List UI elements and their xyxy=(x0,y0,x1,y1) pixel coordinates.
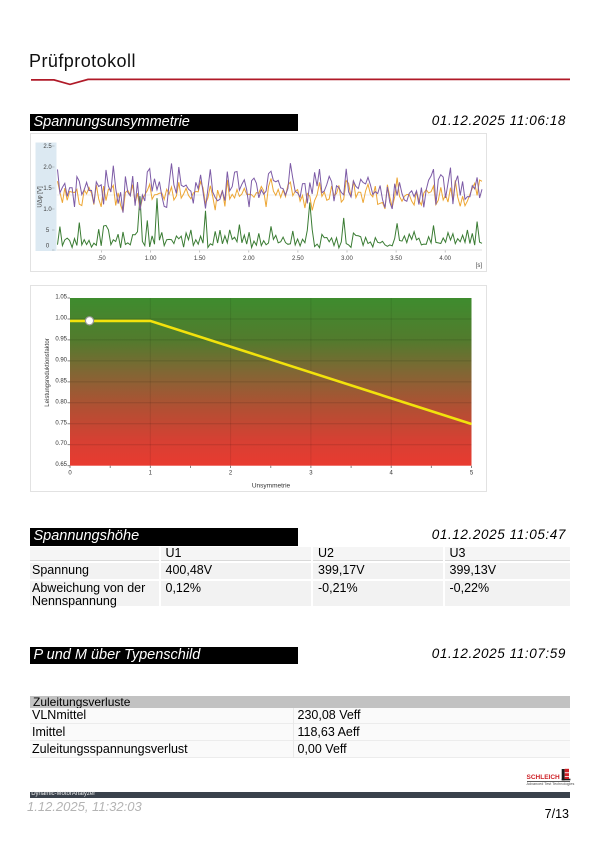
svg-text:0.65: 0.65 xyxy=(55,462,67,468)
svg-text:1.5: 1.5 xyxy=(43,186,52,192)
svg-text:2.50: 2.50 xyxy=(292,256,304,262)
svg-text:3: 3 xyxy=(309,471,313,477)
svg-text:5: 5 xyxy=(46,228,50,234)
svg-text:2: 2 xyxy=(229,471,233,477)
svg-text:Unsymmetrie: Unsymmetrie xyxy=(252,483,291,490)
svg-text:0.90: 0.90 xyxy=(55,357,67,363)
svg-text:1.50: 1.50 xyxy=(194,256,206,262)
svg-text:1.05: 1.05 xyxy=(55,295,67,301)
svg-text:Leistungsreduktionsfaktor: Leistungsreduktionsfaktor xyxy=(45,338,51,406)
svg-text:2.0: 2.0 xyxy=(43,165,52,171)
svg-text:3.50: 3.50 xyxy=(390,256,402,262)
svg-text:1.00: 1.00 xyxy=(145,256,157,262)
svg-text:1: 1 xyxy=(149,471,153,477)
svg-text:0.85: 0.85 xyxy=(55,378,67,384)
svg-text:1.0: 1.0 xyxy=(43,207,52,213)
svg-text:3.00: 3.00 xyxy=(341,256,353,262)
svg-text:0.70: 0.70 xyxy=(55,441,67,447)
svg-text:.50: .50 xyxy=(97,256,106,262)
svg-text:UΔφ [V]: UΔφ [V] xyxy=(38,186,44,208)
svg-text:0.80: 0.80 xyxy=(55,399,67,405)
svg-text:2.5: 2.5 xyxy=(43,144,52,150)
svg-text:0.95: 0.95 xyxy=(55,336,67,342)
svg-text:5: 5 xyxy=(470,471,474,477)
svg-text:2.00: 2.00 xyxy=(243,256,255,262)
svg-text:1.00: 1.00 xyxy=(55,316,67,322)
svg-text:4: 4 xyxy=(390,471,394,477)
svg-text:0: 0 xyxy=(46,244,50,250)
svg-text:[s]: [s] xyxy=(476,263,483,269)
svg-text:0: 0 xyxy=(68,471,72,477)
svg-text:0.75: 0.75 xyxy=(55,420,67,426)
svg-text:4.00: 4.00 xyxy=(439,256,451,262)
